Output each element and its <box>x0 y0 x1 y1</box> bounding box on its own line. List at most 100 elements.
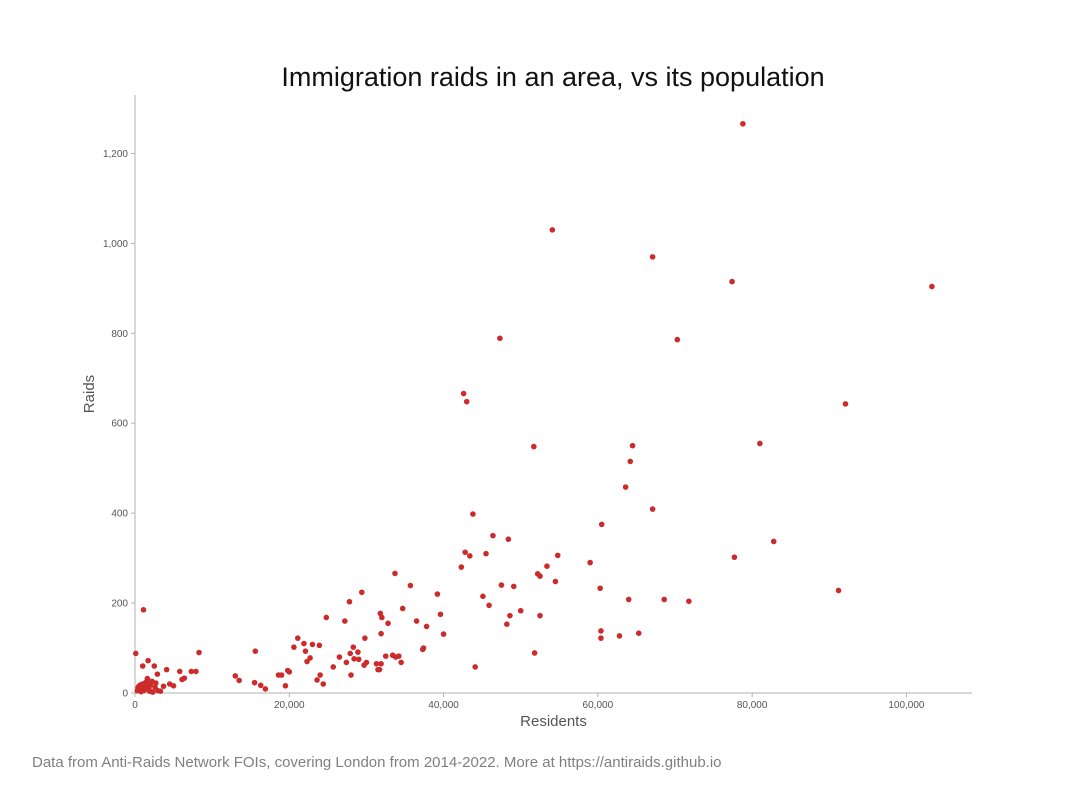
y-tick-label: 400 <box>111 509 128 520</box>
data-point <box>163 666 170 673</box>
data-point <box>517 607 524 614</box>
data-point <box>382 653 389 659</box>
y-tick-label: 800 <box>111 329 128 340</box>
data-point <box>373 660 380 667</box>
footnote: Data from Anti-Raids Network FOIs, cover… <box>32 754 722 771</box>
data-point <box>291 644 297 650</box>
data-point <box>294 635 301 641</box>
data-point <box>385 620 391 627</box>
data-point <box>316 642 323 649</box>
data-point <box>252 648 259 654</box>
data-point <box>144 675 151 682</box>
data-point <box>309 641 316 648</box>
data-point <box>351 656 357 662</box>
data-point <box>587 559 593 566</box>
data-point <box>348 672 354 678</box>
data-point <box>396 653 402 659</box>
data-point <box>362 635 368 641</box>
data-point <box>616 633 623 639</box>
x-tick-label: 60,000 <box>583 700 614 711</box>
data-point <box>323 614 330 621</box>
data-point <box>510 583 517 590</box>
data-point <box>307 655 313 661</box>
data-point <box>472 664 479 670</box>
data-point <box>347 650 354 657</box>
data-point <box>170 683 177 689</box>
data-point <box>661 596 667 603</box>
x-tick-label: 40,000 <box>428 700 459 711</box>
data-point <box>842 401 849 407</box>
data-point <box>139 663 146 669</box>
data-point <box>262 686 269 692</box>
data-point <box>399 605 406 612</box>
data-point <box>336 654 343 660</box>
data-point <box>757 440 763 447</box>
data-point <box>627 458 634 465</box>
data-point <box>467 553 473 559</box>
y-axis-label: Raids <box>81 375 98 413</box>
data-point <box>440 631 447 637</box>
data-point <box>342 618 348 624</box>
x-axis-label: Residents <box>520 713 587 730</box>
data-point <box>531 443 537 450</box>
data-point <box>537 612 543 619</box>
y-ticks: 0 200 400 600 800 1,000 1,200 <box>103 149 135 700</box>
data-point <box>398 659 404 666</box>
data-point <box>486 602 492 609</box>
data-point <box>132 650 139 657</box>
data-point <box>544 563 550 570</box>
data-point <box>490 532 496 539</box>
data-point <box>145 657 151 664</box>
data-point <box>350 644 357 650</box>
data-point <box>153 680 159 686</box>
data-point <box>731 554 738 561</box>
data-point <box>483 550 489 557</box>
data-point <box>549 227 556 233</box>
data-point <box>460 390 467 397</box>
data-point <box>301 640 307 647</box>
data-point <box>835 587 842 594</box>
axes <box>134 95 972 694</box>
x-ticks: 0 20,000 40,000 60,000 80,000 100,000 <box>132 693 925 711</box>
data-point <box>598 628 604 634</box>
data-point <box>176 668 183 675</box>
data-point <box>151 663 158 669</box>
data-point <box>598 635 604 641</box>
data-point <box>552 578 559 585</box>
data-point <box>140 607 147 613</box>
data-point <box>251 679 258 686</box>
data-point <box>729 278 735 285</box>
data-point <box>407 582 414 589</box>
data-point <box>598 521 605 528</box>
data-point <box>649 254 656 260</box>
y-tick-label: 1,000 <box>103 239 128 250</box>
data-point <box>278 672 285 678</box>
data-point <box>554 552 561 559</box>
data-point <box>480 593 486 600</box>
data-point <box>302 648 309 654</box>
data-point <box>355 656 362 663</box>
data-point <box>629 442 636 449</box>
data-point <box>740 120 746 127</box>
data-points <box>132 120 935 695</box>
y-tick-label: 600 <box>111 419 128 430</box>
data-point <box>346 598 353 605</box>
data-point <box>929 283 935 290</box>
data-point <box>420 645 427 651</box>
data-point <box>437 611 444 618</box>
data-point <box>423 623 430 630</box>
data-point <box>320 681 327 687</box>
chart-title: Immigration raids in an area, vs its pop… <box>281 62 825 92</box>
data-point <box>498 582 505 588</box>
data-point <box>196 649 202 656</box>
data-point <box>770 538 777 545</box>
data-point <box>434 591 441 597</box>
data-point <box>507 612 513 619</box>
data-point <box>363 659 370 666</box>
y-tick-label: 0 <box>122 689 128 700</box>
data-point <box>462 549 468 556</box>
data-point <box>236 677 242 684</box>
data-point <box>504 621 510 628</box>
data-point <box>674 336 681 343</box>
data-point <box>154 671 161 677</box>
